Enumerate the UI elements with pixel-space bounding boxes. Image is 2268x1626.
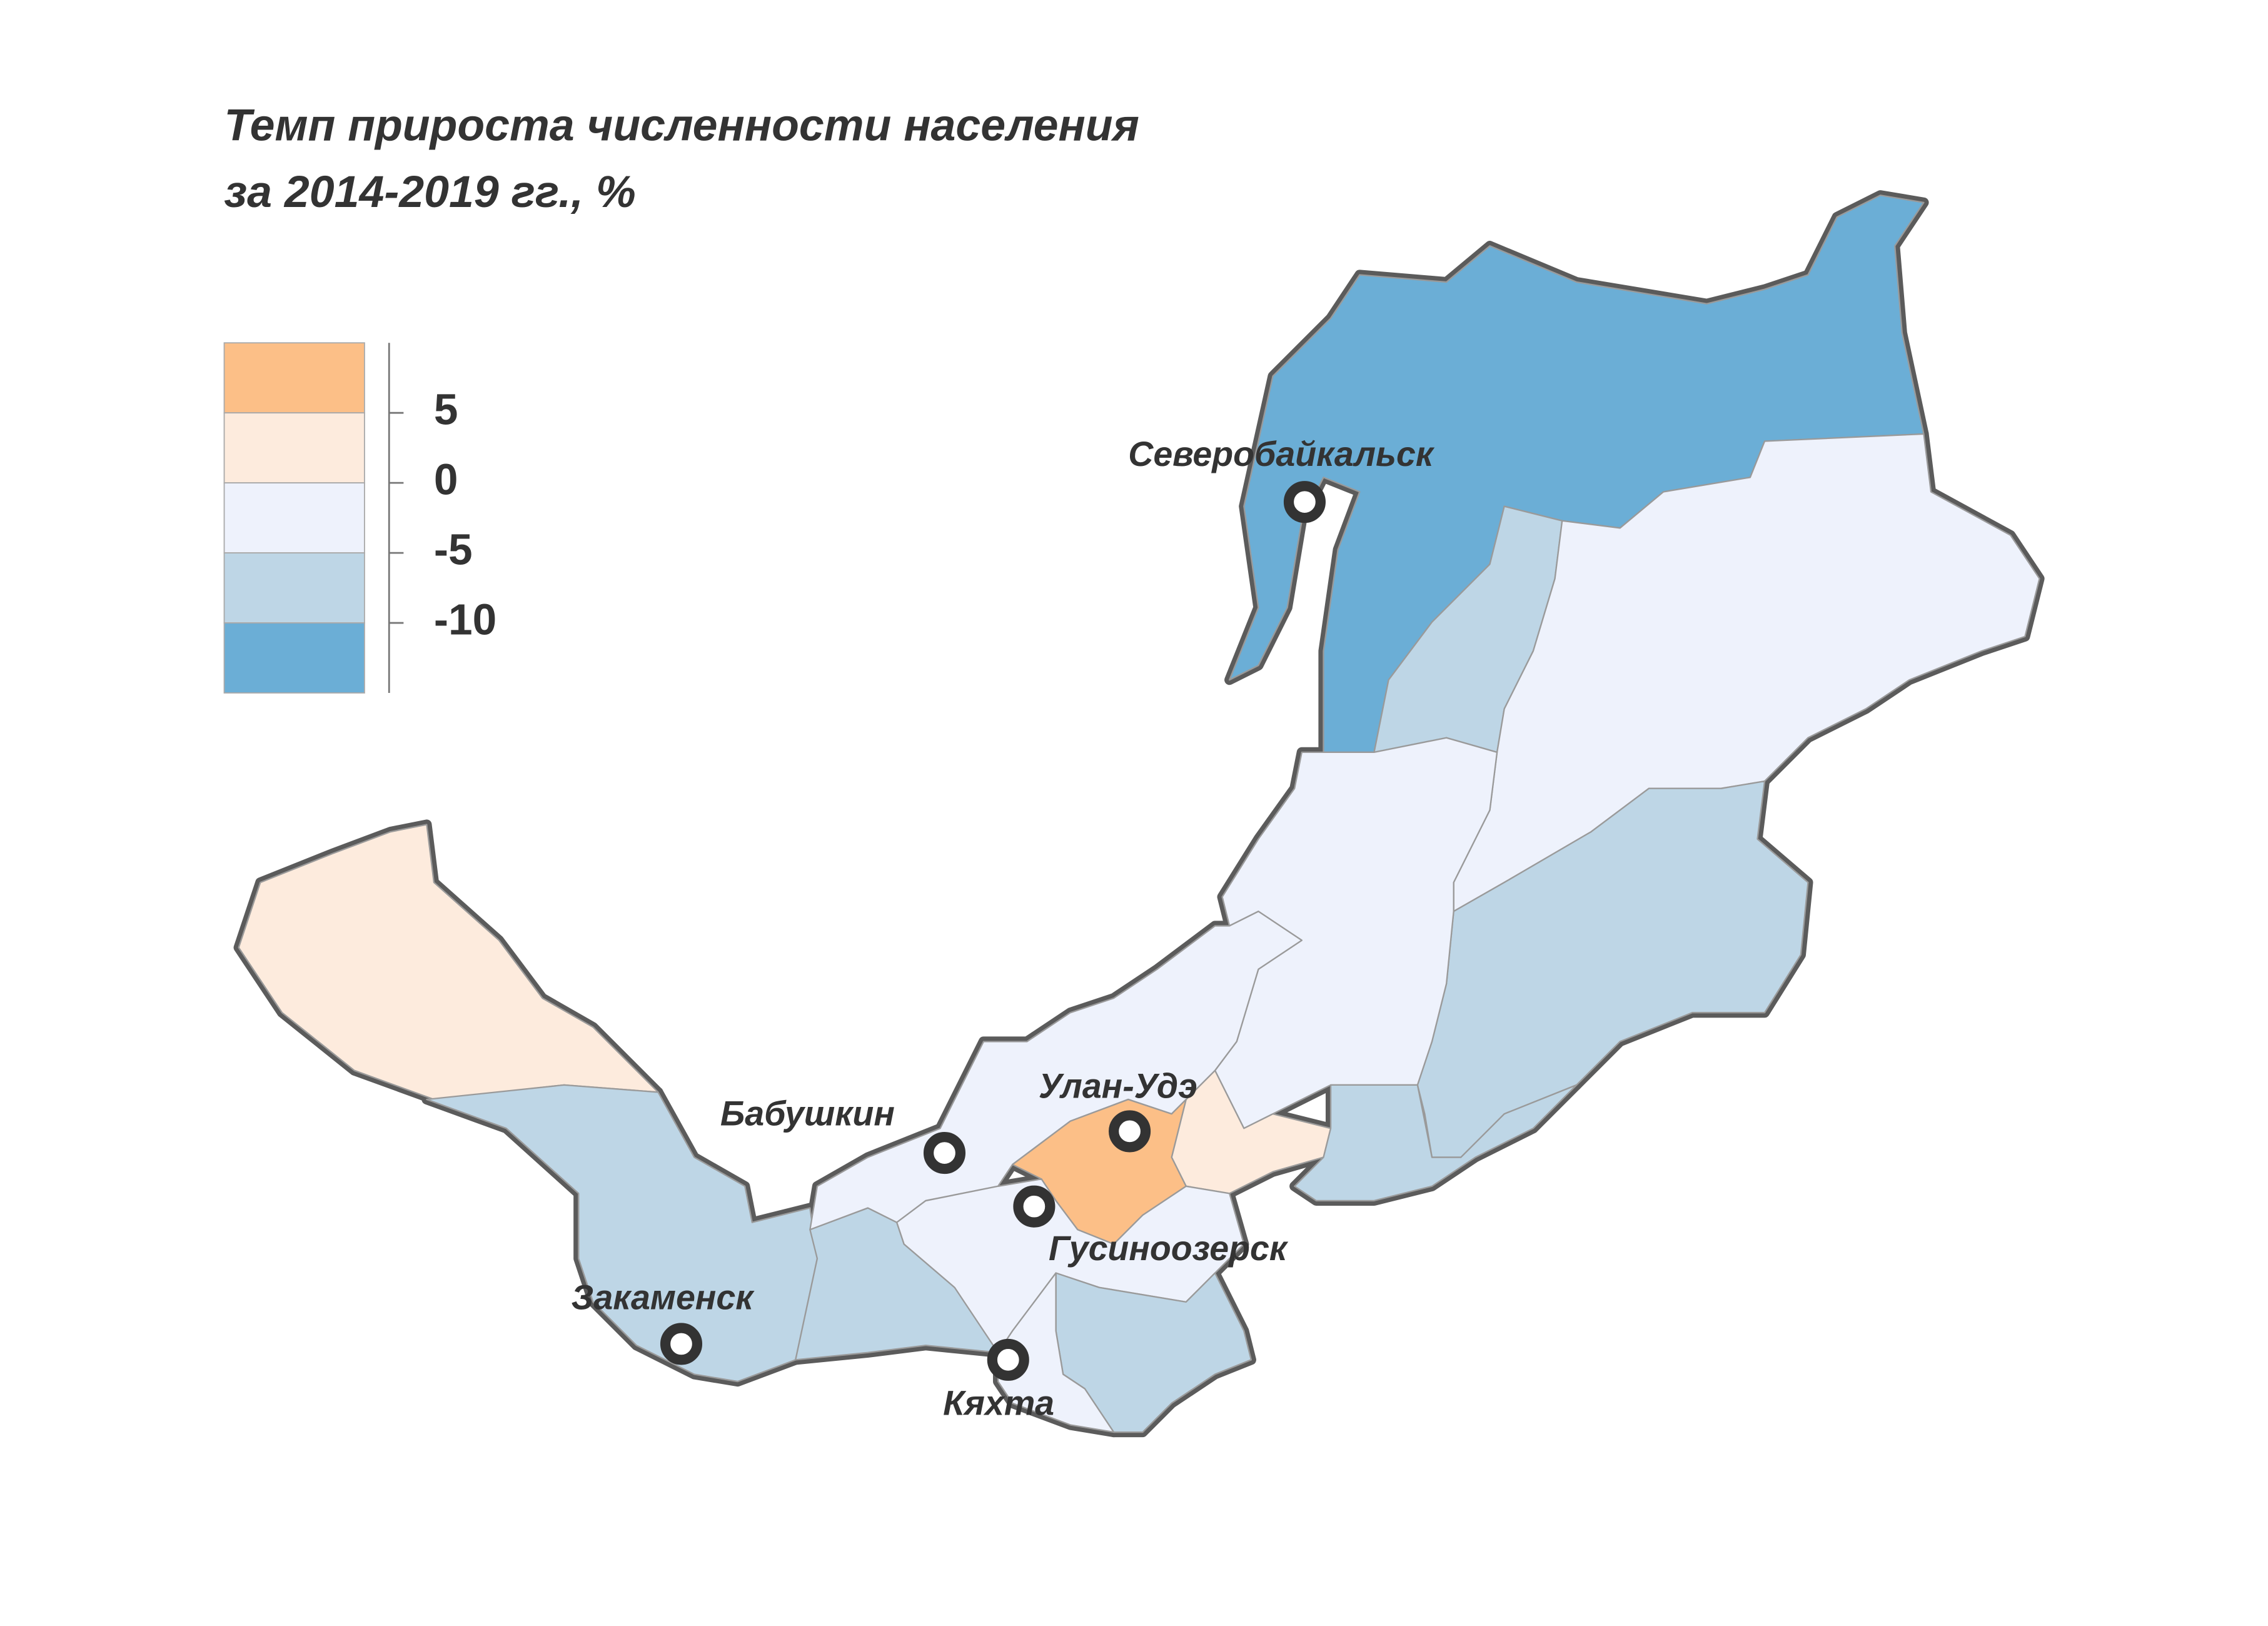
region [997,1272,1115,1433]
regions [233,190,2045,1438]
region [238,824,659,1101]
legend-tick-label: 0 [434,455,458,503]
legend-tick-label: -10 [434,595,496,644]
city-markers [660,481,1326,1381]
city-marker [1283,481,1326,523]
legend-tick-label: -5 [434,525,473,573]
legend-tick-label: 5 [434,385,458,434]
city-label: Бабушкин [720,1094,895,1133]
legend: 5 0 -5 -10 [223,342,496,694]
city-label: Гусиноозерск [1049,1229,1289,1268]
region [1294,1084,1578,1202]
title-line: за 2014-2019 гг., % [224,167,636,217]
title-line: Темп прироста численности населения [224,100,1139,150]
city-marker [1109,1110,1151,1153]
city-marker [660,1323,703,1365]
legend-swatch [223,482,365,554]
city-marker [923,1132,966,1174]
city-marker [1013,1185,1056,1228]
legend-swatch [223,622,365,694]
city-label: Северобайкальск [1128,435,1435,473]
city-label: Закаменск [572,1278,755,1316]
legend-swatch [223,412,365,484]
legend-swatch [223,342,365,414]
city-label: Улан-Удэ [1039,1067,1197,1106]
legend-swatch [223,552,365,624]
city-marker [987,1338,1029,1381]
city-label: Кяхта [943,1383,1054,1422]
